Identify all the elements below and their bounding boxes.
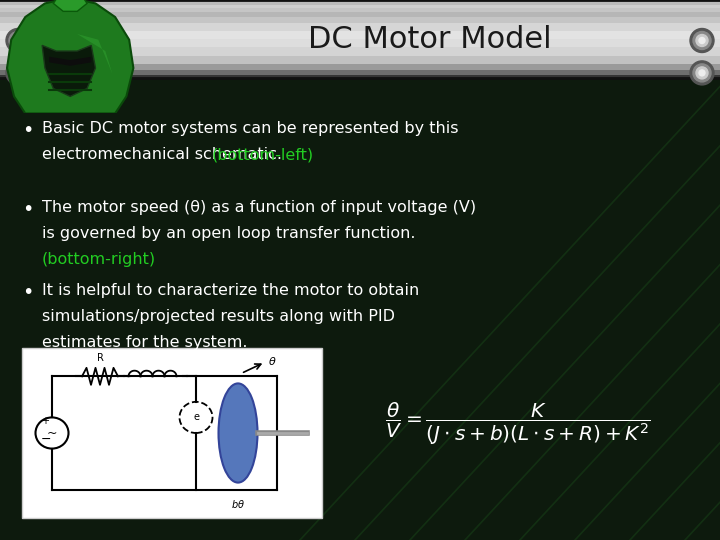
Bar: [0, 71, 720, 75]
Bar: [0, 8, 720, 12]
Circle shape: [696, 67, 708, 79]
Polygon shape: [53, 0, 87, 11]
Bar: [0, 0, 720, 2]
Circle shape: [6, 29, 30, 52]
Polygon shape: [49, 57, 91, 66]
Circle shape: [693, 64, 711, 82]
Ellipse shape: [218, 383, 258, 483]
Circle shape: [696, 35, 708, 46]
Text: $\theta$: $\theta$: [268, 355, 276, 367]
Bar: [0, 23, 720, 31]
Bar: [0, 0, 720, 78]
Text: electromechanical schematic.: electromechanical schematic.: [42, 147, 287, 163]
Text: +: +: [40, 416, 49, 427]
Bar: [0, 75, 720, 78]
Bar: [0, 5, 720, 8]
Bar: [0, 64, 720, 71]
Bar: [0, 2, 720, 5]
Bar: [22, 348, 322, 518]
Polygon shape: [77, 34, 112, 73]
Bar: [0, 39, 720, 47]
Text: It is helpful to characterize the motor to obtain: It is helpful to characterize the motor …: [42, 284, 419, 299]
Text: −: −: [40, 433, 51, 446]
Text: •: •: [22, 122, 34, 140]
Circle shape: [699, 70, 705, 76]
Text: R: R: [96, 353, 104, 363]
Text: simulations/projected results along with PID: simulations/projected results along with…: [42, 309, 395, 325]
Circle shape: [690, 61, 714, 85]
Bar: [0, 47, 720, 56]
Text: (bottom-left): (bottom-left): [212, 147, 314, 163]
Circle shape: [15, 70, 21, 76]
Bar: [0, 12, 720, 17]
Text: (bottom-right): (bottom-right): [42, 252, 156, 267]
Polygon shape: [7, 0, 133, 113]
Circle shape: [699, 37, 705, 44]
Text: $b\theta$: $b\theta$: [231, 498, 245, 510]
Bar: [0, 31, 720, 39]
Circle shape: [12, 35, 24, 46]
Circle shape: [6, 61, 30, 85]
Text: $\dfrac{\theta}{V} = \dfrac{K}{(J \cdot s + b)(L \cdot s + R) + K^2}$: $\dfrac{\theta}{V} = \dfrac{K}{(J \cdot …: [385, 401, 652, 447]
Text: e: e: [193, 413, 199, 422]
Polygon shape: [42, 45, 96, 96]
Circle shape: [9, 64, 27, 82]
Bar: [0, 17, 720, 23]
Text: Basic DC motor systems can be represented by this: Basic DC motor systems can be represente…: [42, 122, 459, 137]
Text: estimates for the system.: estimates for the system.: [42, 335, 248, 350]
Circle shape: [9, 31, 27, 50]
Text: •: •: [22, 200, 34, 219]
Text: is governed by an open loop transfer function.: is governed by an open loop transfer fun…: [42, 226, 415, 241]
Text: ~: ~: [47, 427, 58, 440]
Circle shape: [12, 67, 24, 79]
Circle shape: [693, 31, 711, 50]
Circle shape: [690, 29, 714, 52]
Text: •: •: [22, 284, 34, 302]
Text: The motor speed (θ) as a function of input voltage (V): The motor speed (θ) as a function of inp…: [42, 200, 476, 215]
Text: DC Motor Model: DC Motor Model: [308, 25, 552, 53]
Bar: [0, 56, 720, 64]
Circle shape: [15, 37, 21, 44]
